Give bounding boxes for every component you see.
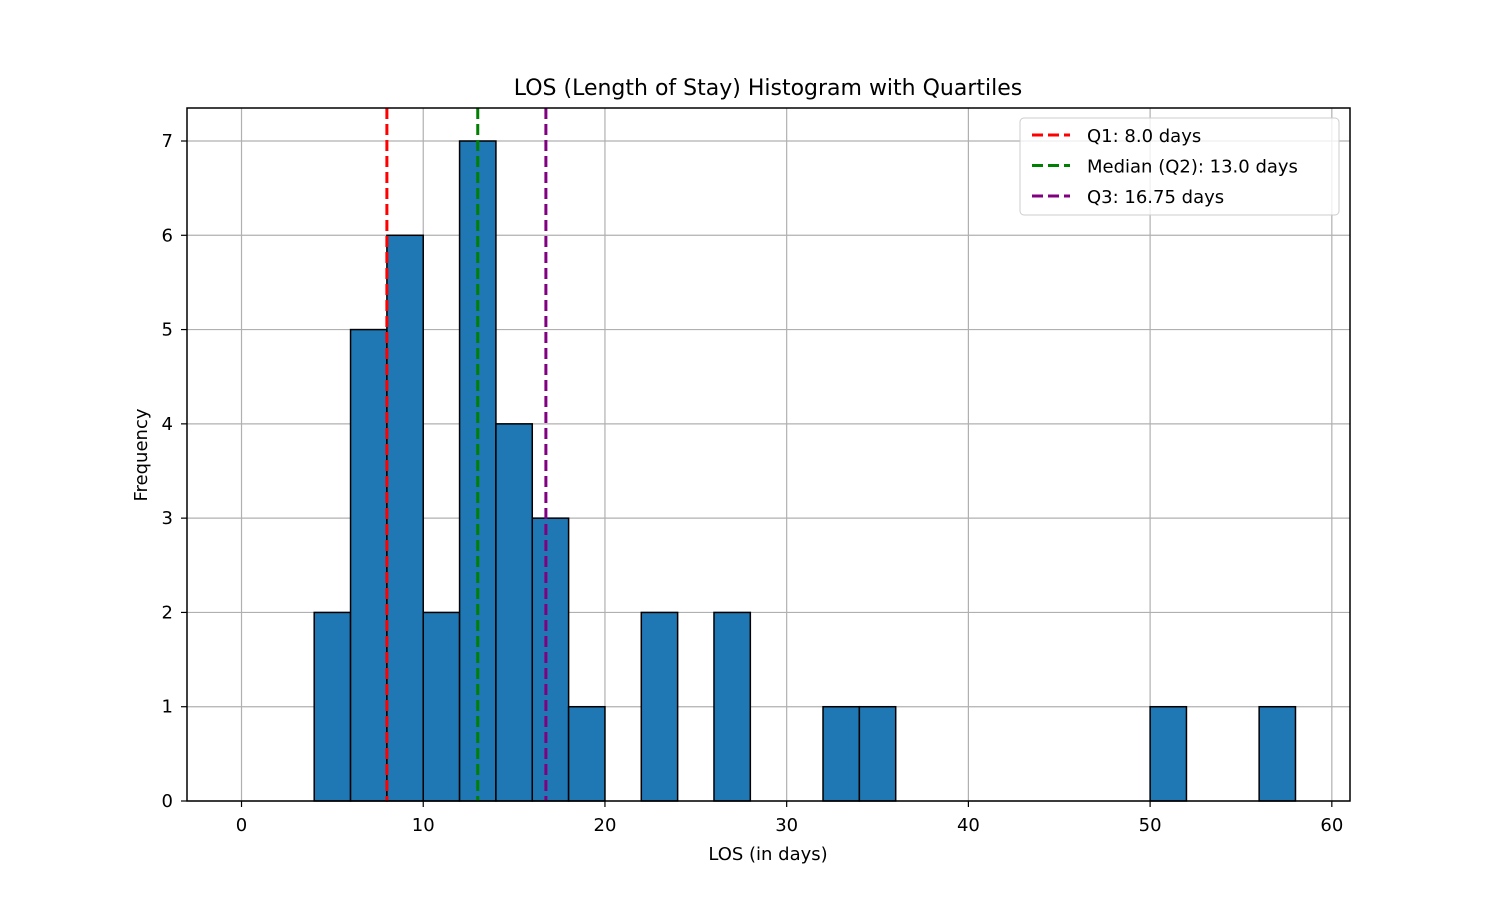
x-tick-label: 20	[594, 815, 617, 836]
y-tick-label: 3	[162, 508, 173, 529]
legend-label: Q3: 16.75 days	[1087, 187, 1224, 208]
legend-label: Q1: 8.0 days	[1087, 126, 1201, 147]
histogram-bar	[822, 705, 861, 802]
histogram-bar	[495, 423, 534, 802]
histogram-bar	[640, 611, 679, 802]
histogram-bar	[567, 705, 606, 802]
y-tick-label: 4	[162, 414, 173, 435]
legend-box	[1019, 117, 1340, 216]
histogram-bar	[349, 328, 388, 802]
y-axis-label: Frequency	[131, 408, 152, 501]
y-tick-label: 7	[162, 131, 173, 152]
y-tick-label: 1	[162, 697, 173, 718]
histogram-bar	[313, 611, 352, 802]
histogram-bar	[531, 517, 570, 802]
histogram-bar	[713, 611, 752, 802]
histogram-bar	[1258, 705, 1297, 802]
y-tick-label: 2	[162, 602, 173, 623]
legend: Q1: 8.0 days Median (Q2): 13.0 days Q3: 16…	[1019, 117, 1340, 216]
chart-title: LOS (Length of Stay) Histogram with Quar…	[514, 76, 1023, 101]
x-axis-label: LOS (in days)	[708, 844, 827, 865]
x-tick-label: 50	[1139, 815, 1162, 836]
y-tick-label: 0	[162, 791, 173, 812]
x-tick-label: 10	[412, 815, 435, 836]
quartile-lines	[385, 108, 548, 801]
plot-area-frame	[186, 107, 1351, 802]
histogram-bar	[1149, 705, 1188, 802]
histogram-bar	[422, 611, 461, 802]
y-tick-label: 5	[162, 320, 173, 341]
legend-label: Median (Q2): 13.0 days	[1087, 157, 1298, 178]
histogram-bars	[313, 140, 1297, 802]
x-tick-label: 40	[957, 815, 980, 836]
x-tick-label: 0	[236, 815, 247, 836]
x-tick-label: 30	[775, 815, 798, 836]
y-tick-label: 6	[162, 225, 173, 246]
histogram-bar	[858, 705, 897, 802]
x-axis-ticks: 0 10 20 30 40 50 60	[236, 801, 1343, 836]
histogram-bar	[386, 234, 424, 802]
x-tick-label: 60	[1320, 815, 1343, 836]
y-axis-ticks: 0 1 2 3 4 5 6 7	[162, 131, 187, 812]
